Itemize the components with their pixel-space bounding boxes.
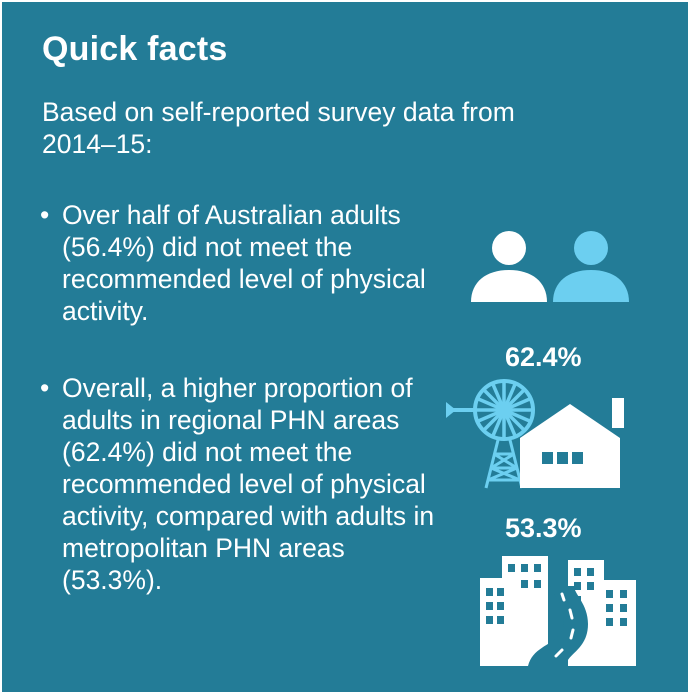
windmill-icon <box>446 379 535 489</box>
bullet-dot: • <box>40 373 50 403</box>
person-white-icon <box>471 231 547 302</box>
bullet-text: Overall, a higher proportion of adults i… <box>62 373 435 595</box>
windmill-house-icon <box>446 379 624 489</box>
city-buildings-road-icon <box>480 556 636 666</box>
intro-text: Based on self-reported survey data from … <box>42 97 515 159</box>
bullet-dot: • <box>40 200 50 230</box>
person-blue-icon <box>553 231 629 302</box>
person-pair-icon <box>471 231 629 302</box>
stat-regional: 62.4% <box>505 342 582 372</box>
panel-title: Quick facts <box>42 30 228 68</box>
house-icon <box>520 398 624 488</box>
road-icon <box>528 586 588 666</box>
bullet-text: Over half of Australian adults (56.4%) d… <box>62 200 426 326</box>
building-left-icon <box>480 556 548 666</box>
stat-metropolitan: 53.3% <box>505 513 582 543</box>
